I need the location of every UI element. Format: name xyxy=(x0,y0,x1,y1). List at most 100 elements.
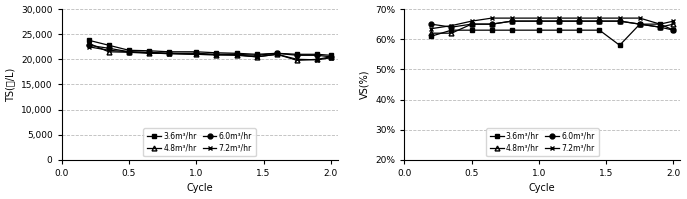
7.2m³/hr xyxy=(575,17,583,19)
4.8m³/hr xyxy=(327,56,335,58)
6.0m³/hr xyxy=(85,44,93,46)
3.6m³/hr xyxy=(192,51,201,53)
3.6m³/hr xyxy=(253,53,261,56)
4.8m³/hr xyxy=(575,20,583,22)
7.2m³/hr xyxy=(313,59,322,61)
7.2m³/hr xyxy=(534,17,543,19)
6.0m³/hr xyxy=(508,20,516,22)
7.2m³/hr xyxy=(192,53,201,56)
Y-axis label: VS(%): VS(%) xyxy=(359,70,370,99)
4.8m³/hr xyxy=(467,23,475,25)
7.2m³/hr xyxy=(427,27,436,30)
6.0m³/hr xyxy=(616,20,624,22)
4.8m³/hr xyxy=(656,26,664,28)
3.6m³/hr xyxy=(575,29,583,31)
3.6m³/hr xyxy=(85,39,93,41)
6.0m³/hr xyxy=(104,47,113,50)
4.8m³/hr xyxy=(635,23,644,25)
4.8m³/hr xyxy=(145,52,153,55)
Line: 4.8m³/hr: 4.8m³/hr xyxy=(429,19,676,36)
3.6m³/hr xyxy=(145,50,153,52)
6.0m³/hr xyxy=(596,20,604,22)
7.2m³/hr xyxy=(253,56,261,58)
3.6m³/hr xyxy=(327,54,335,57)
7.2m³/hr xyxy=(125,51,133,53)
7.2m³/hr xyxy=(596,17,604,19)
7.2m³/hr xyxy=(273,53,281,56)
3.6m³/hr xyxy=(596,29,604,31)
3.6m³/hr xyxy=(427,35,436,37)
4.8m³/hr xyxy=(212,54,221,56)
7.2m³/hr xyxy=(293,58,302,60)
4.8m³/hr xyxy=(253,56,261,58)
4.8m³/hr xyxy=(447,32,455,34)
6.0m³/hr xyxy=(555,20,563,22)
7.2m³/hr xyxy=(212,54,221,56)
7.2m³/hr xyxy=(508,17,516,19)
4.8m³/hr xyxy=(508,20,516,22)
X-axis label: Cycle: Cycle xyxy=(529,183,556,193)
3.6m³/hr xyxy=(616,44,624,46)
Line: 7.2m³/hr: 7.2m³/hr xyxy=(86,44,333,62)
7.2m³/hr xyxy=(656,23,664,25)
6.0m³/hr xyxy=(669,29,677,31)
7.2m³/hr xyxy=(447,24,455,27)
3.6m³/hr xyxy=(447,29,455,31)
7.2m³/hr xyxy=(232,54,240,57)
3.6m³/hr xyxy=(635,23,644,25)
3.6m³/hr xyxy=(313,53,322,56)
3.6m³/hr xyxy=(273,52,281,55)
7.2m³/hr xyxy=(327,57,335,59)
Line: 4.8m³/hr: 4.8m³/hr xyxy=(86,41,333,63)
3.6m³/hr xyxy=(293,53,302,56)
6.0m³/hr xyxy=(488,23,496,25)
6.0m³/hr xyxy=(273,52,281,55)
4.8m³/hr xyxy=(596,20,604,22)
4.8m³/hr xyxy=(192,53,201,56)
7.2m³/hr xyxy=(555,17,563,19)
3.6m³/hr xyxy=(467,29,475,31)
6.0m³/hr xyxy=(232,53,240,56)
3.6m³/hr xyxy=(555,29,563,31)
6.0m³/hr xyxy=(534,20,543,22)
3.6m³/hr xyxy=(534,29,543,31)
7.2m³/hr xyxy=(669,20,677,22)
6.0m³/hr xyxy=(313,54,322,57)
6.0m³/hr xyxy=(253,54,261,57)
4.8m³/hr xyxy=(273,53,281,56)
6.0m³/hr xyxy=(212,53,221,56)
Legend: 3.6m³/hr, 4.8m³/hr, 6.0m³/hr, 7.2m³/hr: 3.6m³/hr, 4.8m³/hr, 6.0m³/hr, 7.2m³/hr xyxy=(144,128,256,156)
6.0m³/hr xyxy=(145,51,153,54)
4.8m³/hr xyxy=(669,23,677,25)
4.8m³/hr xyxy=(85,42,93,44)
4.8m³/hr xyxy=(293,59,302,61)
6.0m³/hr xyxy=(427,23,436,25)
6.0m³/hr xyxy=(192,52,201,55)
Y-axis label: TS(㏖/L): TS(㏖/L) xyxy=(5,67,16,101)
6.0m³/hr xyxy=(327,56,335,58)
4.8m³/hr xyxy=(125,51,133,54)
3.6m³/hr xyxy=(125,49,133,52)
4.8m³/hr xyxy=(555,20,563,22)
3.6m³/hr xyxy=(656,23,664,25)
6.0m³/hr xyxy=(125,51,133,53)
3.6m³/hr xyxy=(488,29,496,31)
Legend: 3.6m³/hr, 4.8m³/hr, 6.0m³/hr, 7.2m³/hr: 3.6m³/hr, 4.8m³/hr, 6.0m³/hr, 7.2m³/hr xyxy=(486,128,598,156)
Line: 3.6m³/hr: 3.6m³/hr xyxy=(429,22,676,48)
Line: 3.6m³/hr: 3.6m³/hr xyxy=(86,38,333,58)
4.8m³/hr xyxy=(616,20,624,22)
3.6m³/hr xyxy=(508,29,516,31)
4.8m³/hr xyxy=(488,23,496,25)
7.2m³/hr xyxy=(85,46,93,48)
4.8m³/hr xyxy=(104,51,113,53)
7.2m³/hr xyxy=(145,52,153,54)
3.6m³/hr xyxy=(669,29,677,31)
3.6m³/hr xyxy=(104,44,113,46)
3.6m³/hr xyxy=(165,51,173,53)
7.2m³/hr xyxy=(488,17,496,19)
6.0m³/hr xyxy=(656,26,664,28)
6.0m³/hr xyxy=(447,26,455,28)
Line: 7.2m³/hr: 7.2m³/hr xyxy=(429,16,676,31)
Line: 6.0m³/hr: 6.0m³/hr xyxy=(429,19,676,33)
6.0m³/hr xyxy=(575,20,583,22)
